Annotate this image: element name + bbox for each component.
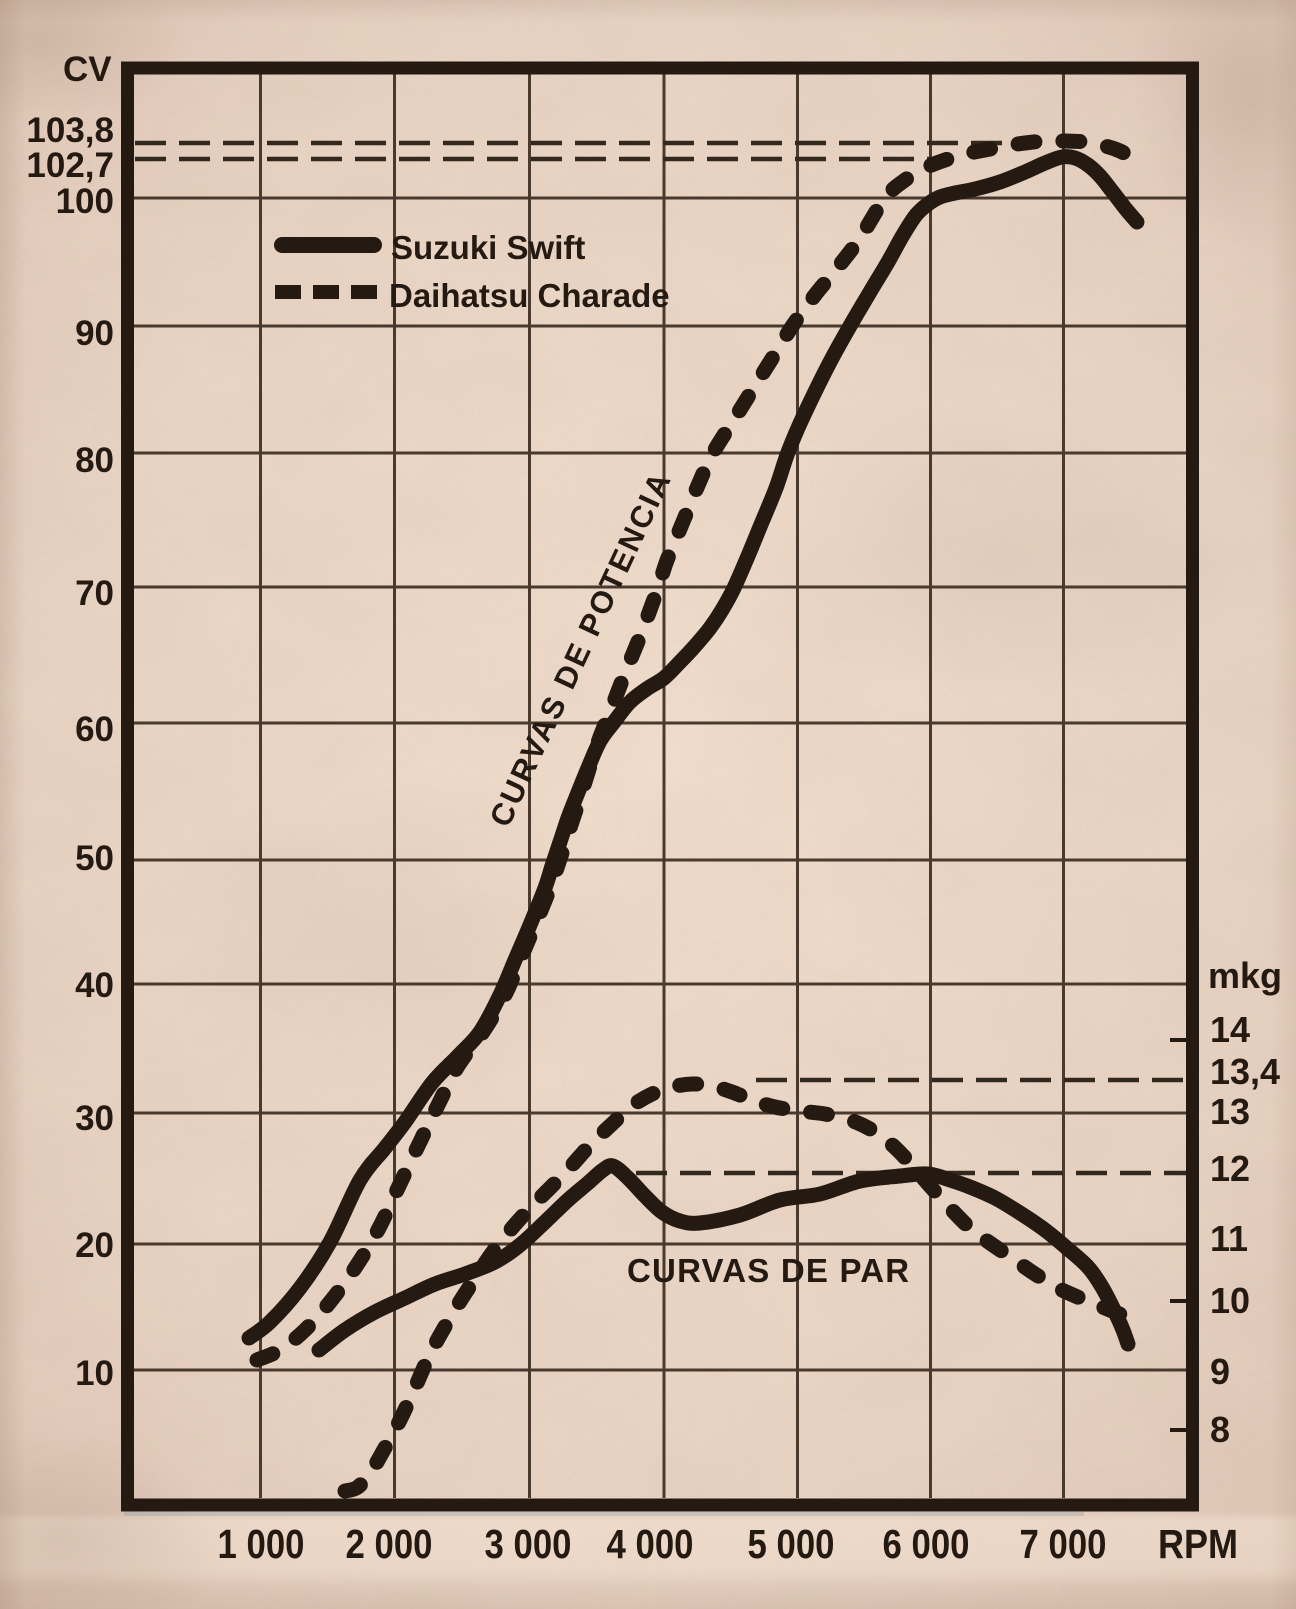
svg-text:11: 11 <box>1210 1218 1248 1259</box>
svg-text:1 000: 1 000 <box>218 1521 305 1567</box>
svg-text:Daihatsu Charade: Daihatsu Charade <box>389 277 670 314</box>
svg-text:CURVAS DE PAR: CURVAS DE PAR <box>627 1252 910 1289</box>
svg-text:CV: CV <box>63 50 112 89</box>
svg-text:mkg: mkg <box>1208 955 1282 996</box>
svg-text:90: 90 <box>75 314 114 353</box>
svg-text:70: 70 <box>75 574 114 613</box>
svg-text:RPM: RPM <box>1158 1521 1238 1567</box>
svg-text:40: 40 <box>75 966 114 1005</box>
svg-text:30: 30 <box>75 1099 114 1138</box>
svg-text:8: 8 <box>1210 1409 1230 1450</box>
svg-text:50: 50 <box>75 839 114 878</box>
svg-text:5 000: 5 000 <box>748 1521 835 1567</box>
svg-text:Suzuki Swift: Suzuki Swift <box>391 229 585 266</box>
svg-text:3 000: 3 000 <box>485 1521 572 1567</box>
svg-text:12: 12 <box>1210 1148 1250 1189</box>
svg-text:100: 100 <box>56 182 114 221</box>
svg-text:2 000: 2 000 <box>346 1521 433 1567</box>
svg-text:13: 13 <box>1210 1091 1250 1132</box>
svg-text:20: 20 <box>75 1226 114 1265</box>
svg-text:9: 9 <box>1210 1351 1230 1392</box>
svg-text:102,7: 102,7 <box>26 146 114 185</box>
svg-text:14: 14 <box>1210 1009 1250 1050</box>
svg-text:80: 80 <box>75 441 114 480</box>
svg-text:60: 60 <box>75 710 114 749</box>
svg-text:4 000: 4 000 <box>607 1521 694 1567</box>
svg-text:103,8: 103,8 <box>26 111 114 150</box>
svg-text:7 000: 7 000 <box>1020 1521 1107 1567</box>
svg-text:10: 10 <box>75 1354 114 1393</box>
svg-text:6 000: 6 000 <box>883 1521 970 1567</box>
svg-text:13,4: 13,4 <box>1210 1051 1280 1092</box>
svg-text:10: 10 <box>1210 1280 1250 1321</box>
